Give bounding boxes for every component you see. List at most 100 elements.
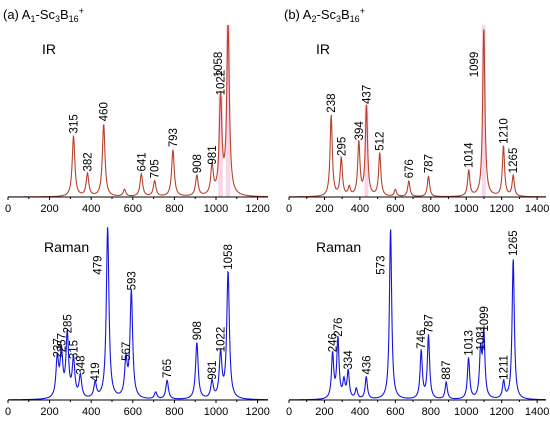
peak-label: 295: [336, 137, 348, 156]
x-tick-label: 600: [386, 406, 404, 418]
peak-label: 1211: [499, 355, 511, 380]
panel-title: (a) A1-Sc3B16+: [3, 6, 84, 24]
title-part: B: [60, 7, 69, 22]
peak-label: 705: [150, 159, 162, 178]
peak-label: 981: [207, 361, 219, 380]
title-part: 16: [69, 14, 79, 24]
x-tick-label: 600: [124, 203, 142, 215]
peak-highlight-band: [225, 25, 231, 198]
x-tick-label: 800: [165, 406, 183, 418]
peak-label: 1099: [469, 52, 481, 78]
peak-label: 1013: [464, 330, 476, 356]
x-tick-label: 1000: [204, 203, 228, 215]
peak-label: 1210: [498, 118, 510, 144]
peak-label: 1058: [213, 52, 225, 78]
peak-label: 1022: [216, 70, 228, 96]
x-tick-label: 200: [40, 406, 58, 418]
peak-label: 276: [333, 318, 345, 337]
title-part: +: [360, 6, 365, 16]
peak-label: 793: [168, 128, 180, 147]
chart-panel-a-ir: 0 200 400 600 800 1000 1200 315 382 460 641 705 793 9…: [3, 6, 270, 215]
peak-label: 315: [69, 340, 81, 359]
peak-label: 437: [361, 85, 373, 104]
title-part: 3: [55, 14, 60, 24]
peak-label: 1099: [479, 306, 491, 332]
x-tick-label: 1000: [204, 406, 228, 418]
x-tick-label: 200: [315, 203, 333, 215]
spectrum-type-label: IR: [42, 41, 56, 57]
x-tick-label: 0: [5, 203, 11, 215]
peak-label: 1081: [476, 325, 488, 351]
peak-label: 246: [328, 333, 340, 352]
peak-label: 676: [404, 159, 416, 178]
peak-label: 315: [69, 114, 81, 133]
title-part: 3: [336, 14, 341, 24]
peak-label: 908: [192, 154, 204, 173]
title-part: (b) A: [284, 7, 312, 22]
peak-label: 334: [343, 350, 355, 370]
peak-label: 1014: [464, 142, 476, 168]
peak-label: 460: [99, 102, 111, 121]
peak-label: 479: [93, 256, 105, 275]
title-part: B: [341, 7, 350, 22]
title-part: (a) A: [3, 7, 31, 22]
peak-label: 419: [90, 362, 102, 381]
x-tick-label: 1400: [525, 406, 549, 418]
x-tick-label: 1200: [489, 203, 513, 215]
peak-label: 887: [441, 361, 453, 380]
panel-title: (b) A2-Sc3B16+: [284, 6, 365, 24]
x-tick-label: 800: [165, 203, 183, 215]
x-tick-label: 200: [40, 203, 58, 215]
x-tick-label: 600: [124, 406, 142, 418]
x-tick-label: 800: [422, 203, 440, 215]
peak-label: 237: [52, 338, 64, 357]
peak-label: 512: [375, 132, 387, 151]
title-part: 2: [311, 14, 316, 24]
spectrum-type-label: IR: [316, 41, 330, 57]
peak-label: 567: [121, 342, 133, 361]
x-tick-label: 0: [286, 406, 292, 418]
peak-label: 787: [423, 154, 435, 173]
spectrum-type-label: Raman: [316, 239, 361, 255]
peak-label: 908: [192, 321, 204, 340]
peak-label: 746: [416, 330, 428, 349]
x-tick-label: 800: [422, 406, 440, 418]
peak-label: 436: [361, 355, 373, 374]
x-tick-label: 1000: [454, 203, 478, 215]
x-tick-label: 1200: [245, 203, 269, 215]
spectrum-line: [289, 229, 546, 401]
chart-panel-b-ir: 0 200 400 600 800 1000 1200 1400 238 295 394 437 512…: [284, 6, 549, 215]
peak-highlight-band: [481, 25, 486, 198]
peak-label: 257: [56, 333, 68, 352]
peak-label: 573: [376, 256, 388, 275]
peak-highlight-band: [218, 96, 223, 197]
peak-label: 641: [136, 152, 148, 171]
x-tick-label: 0: [286, 203, 292, 215]
x-tick-label: 200: [315, 406, 333, 418]
spectrum-line: [289, 29, 546, 198]
x-tick-label: 400: [351, 406, 369, 418]
x-tick-label: 400: [82, 406, 100, 418]
title-part: -Sc: [35, 7, 55, 22]
peak-label: 394: [354, 121, 366, 141]
peak-label: 1265: [508, 230, 520, 256]
x-tick-label: 0: [5, 406, 11, 418]
x-tick-label: 1200: [489, 406, 513, 418]
peak-label: 593: [126, 271, 138, 290]
peak-label: 787: [423, 314, 435, 333]
peak-label: 981: [207, 145, 219, 164]
x-tick-label: 400: [351, 203, 369, 215]
peak-label: 382: [82, 152, 94, 171]
peak-label: 238: [326, 94, 338, 113]
peak-label: 1022: [216, 327, 228, 353]
peak-label: 1058: [223, 244, 235, 270]
x-tick-label: 1400: [525, 203, 549, 215]
x-tick-label: 1200: [245, 406, 269, 418]
peak-label: 285: [62, 314, 74, 333]
peak-highlight-band: [364, 105, 369, 197]
peak-label: 765: [162, 359, 174, 378]
title-part: +: [79, 6, 84, 16]
x-tick-label: 1000: [454, 406, 478, 418]
title-part: -Sc: [316, 7, 336, 22]
